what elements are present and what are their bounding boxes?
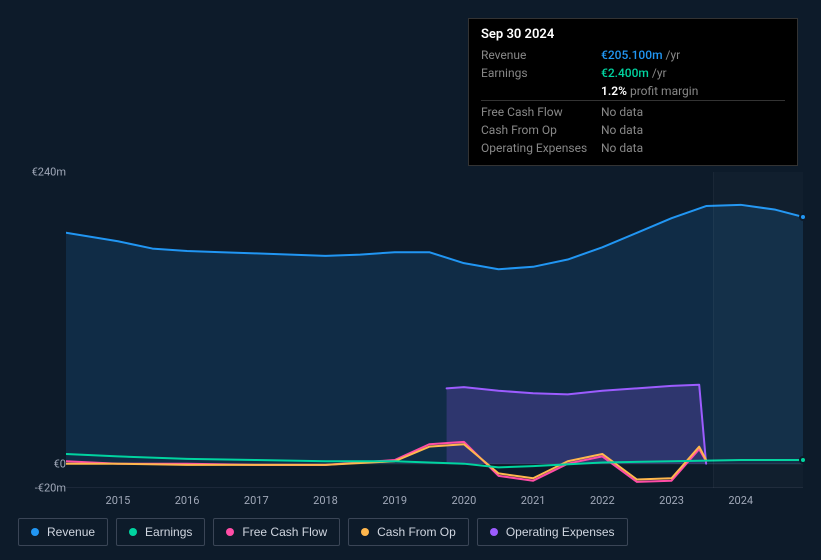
legend-dot-icon (490, 528, 498, 536)
tooltip-row-label: Operating Expenses (481, 139, 601, 157)
legend-dot-icon (361, 528, 369, 536)
tooltip-row-value: No data (601, 101, 785, 122)
plot-area[interactable] (66, 172, 803, 488)
tooltip-row-label: Free Cash Flow (481, 101, 601, 122)
x-axis-tick-label: 2023 (659, 494, 684, 507)
future-overlay (713, 172, 803, 488)
x-axis-tick-label: 2016 (175, 494, 200, 507)
series-end-marker (799, 456, 807, 464)
legend-label: Free Cash Flow (242, 525, 327, 539)
tooltip-row-value: 1.2% profit margin (601, 82, 785, 101)
chart-tooltip: Sep 30 2024 Revenue€205.100m /yrEarnings… (468, 18, 798, 166)
legend-label: Revenue (47, 525, 95, 539)
chart-container: €240m €0 -€20m 2015 2016 2017 2018 2019 2020 2021… (18, 160, 803, 512)
legend-cfo[interactable]: Cash From Op (348, 518, 469, 546)
legend-earnings[interactable]: Earnings (116, 518, 205, 546)
x-axis-tick-label: 2021 (521, 494, 546, 507)
legend-revenue[interactable]: Revenue (18, 518, 108, 546)
tooltip-row-value: €205.100m /yr (601, 46, 785, 64)
x-axis-tick-label: 2019 (382, 494, 407, 507)
legend-dot-icon (31, 528, 39, 536)
chart-svg (66, 172, 803, 488)
x-axis-tick-label: 2018 (313, 494, 338, 507)
tooltip-row-label: Cash From Op (481, 121, 601, 139)
legend-dot-icon (129, 528, 137, 536)
x-axis-tick-label: 2015 (106, 494, 131, 507)
legend-label: Cash From Op (377, 525, 456, 539)
tooltip-row-label (481, 82, 601, 101)
tooltip-row-value: €2.400m /yr (601, 64, 785, 82)
y-axis-tick-label: -€20m (35, 482, 66, 495)
legend-label: Operating Expenses (506, 525, 615, 539)
y-axis-tick-label: €240m (32, 166, 66, 179)
tooltip-row-value: No data (601, 139, 785, 157)
tooltip-row-label: Revenue (481, 46, 601, 64)
tooltip-row-label: Earnings (481, 64, 601, 82)
x-axis-tick-label: 2024 (728, 494, 753, 507)
x-axis-tick-label: 2020 (452, 494, 477, 507)
legend-label: Earnings (145, 525, 192, 539)
series-end-marker (799, 213, 807, 221)
x-axis-tick-label: 2017 (244, 494, 269, 507)
legend-fcf[interactable]: Free Cash Flow (213, 518, 340, 546)
legend-opex[interactable]: Operating Expenses (477, 518, 628, 546)
legend-dot-icon (226, 528, 234, 536)
chart-legend: Revenue Earnings Free Cash Flow Cash From O… (18, 518, 628, 546)
x-axis-tick-label: 2022 (590, 494, 615, 507)
y-axis-tick-label: €0 (54, 457, 66, 470)
tooltip-row-value: No data (601, 121, 785, 139)
tooltip-table: Revenue€205.100m /yrEarnings€2.400m /yr1… (481, 46, 785, 157)
tooltip-date: Sep 30 2024 (481, 27, 785, 42)
